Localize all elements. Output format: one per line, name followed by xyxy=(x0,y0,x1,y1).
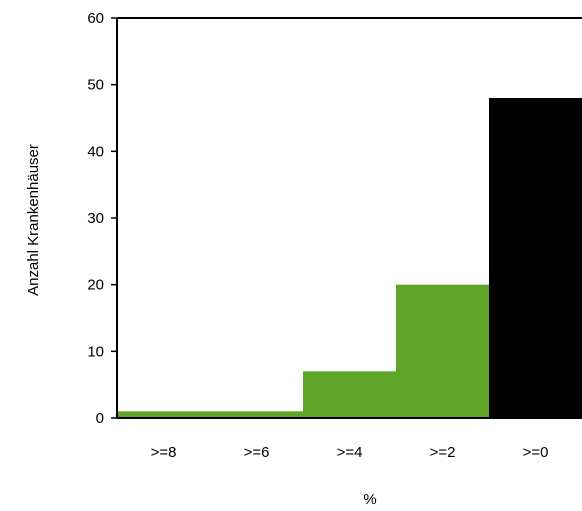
y-tick-label-4: 40 xyxy=(87,143,104,160)
bar-1 xyxy=(210,411,304,418)
x-tick-label-3: >=2 xyxy=(430,444,456,461)
y-tick-label-5: 50 xyxy=(87,77,104,94)
x-tick-label-0: >=8 xyxy=(151,444,177,461)
bar-0 xyxy=(117,411,211,418)
y-tick-label-1: 10 xyxy=(87,343,104,360)
y-tick-label-0: 0 xyxy=(96,410,104,427)
y-tick-label-6: 60 xyxy=(87,10,104,27)
x-tick-label-2: >=4 xyxy=(337,444,363,461)
x-axis: >=8 >=6 >=4 >=2 >=0 xyxy=(151,444,549,461)
bar-3 xyxy=(396,284,490,418)
x-axis-label: % xyxy=(363,491,376,508)
y-tick-label-3: 30 xyxy=(87,210,104,227)
y-axis: 0 10 20 30 40 50 60 xyxy=(87,10,117,427)
bar-4 xyxy=(489,98,582,418)
x-tick-label-4: >=0 xyxy=(523,444,549,461)
bar-2 xyxy=(303,371,397,418)
y-axis-label: Anzahl Krankenhäuser xyxy=(25,144,42,296)
x-tick-label-1: >=6 xyxy=(244,444,270,461)
y-tick-label-2: 20 xyxy=(87,277,104,294)
bars xyxy=(117,98,582,418)
